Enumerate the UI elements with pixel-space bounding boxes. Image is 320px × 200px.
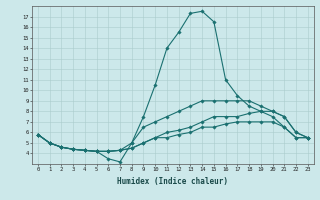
X-axis label: Humidex (Indice chaleur): Humidex (Indice chaleur) [117, 177, 228, 186]
